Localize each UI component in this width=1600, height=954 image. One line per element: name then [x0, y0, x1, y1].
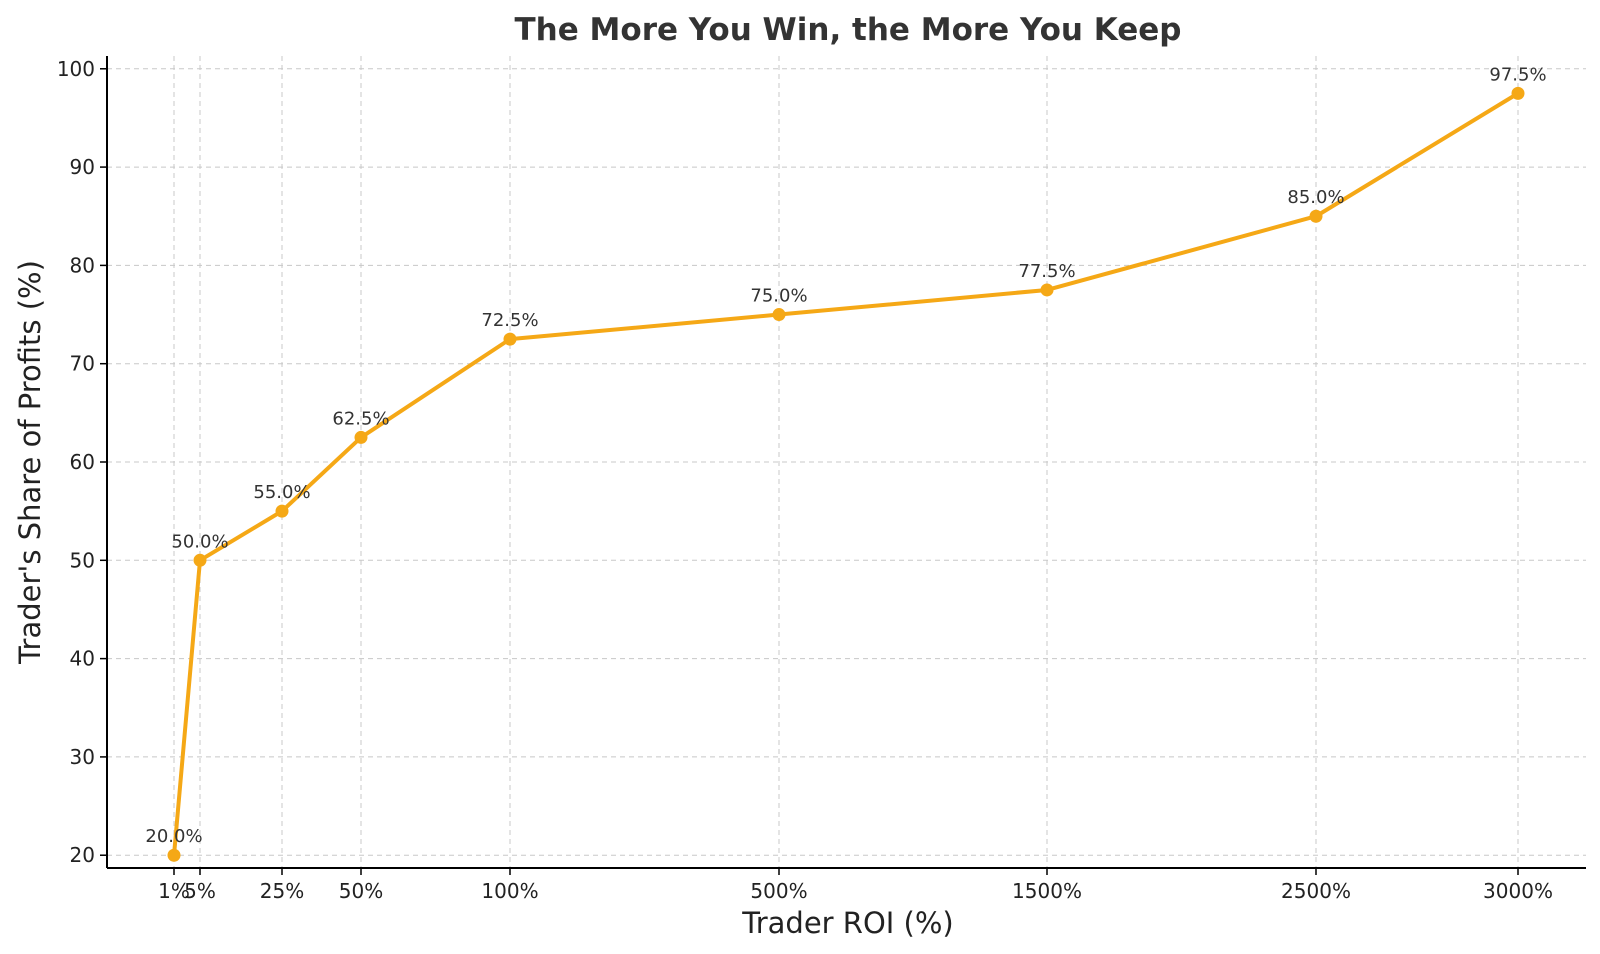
data-point [1511, 86, 1525, 100]
x-tick-label: 50% [339, 879, 383, 903]
data-point [275, 504, 289, 518]
data-label: 62.5% [332, 408, 389, 429]
data-point [354, 430, 368, 444]
x-tick-label: 25% [260, 879, 304, 903]
data-label: 72.5% [481, 310, 538, 331]
x-tick-label: 3000% [1483, 879, 1553, 903]
x-tick-label: 2500% [1281, 879, 1351, 903]
data-point [772, 308, 786, 322]
x-tick-label: 500% [750, 879, 807, 903]
data-point [1040, 283, 1054, 297]
y-tick-label: 30 [70, 745, 95, 769]
data-point [193, 553, 207, 567]
y-tick-label: 90 [70, 155, 95, 179]
y-tick-label: 100 [57, 57, 95, 81]
y-axis-title: Trader's Share of Profits (%) [13, 260, 47, 665]
ticks: 20 30 40 50 60 70 80 90 100 1%5% 25% 50% 100% 500% 150… [57, 57, 1553, 903]
data-point [167, 848, 181, 862]
x-tick-label: 1500% [1012, 879, 1082, 903]
series-group [167, 86, 1525, 862]
x-tick-label: 100% [481, 879, 538, 903]
y-tick-label: 80 [70, 253, 95, 277]
chart-title: The More You Win, the More You Keep [515, 12, 1182, 48]
y-tick-label: 70 [70, 352, 95, 376]
x-axis-title: Trader ROI (%) [741, 906, 953, 940]
y-tick-label: 60 [70, 450, 95, 474]
data-label: 50.0% [171, 531, 228, 552]
x-tick-label: 1% [158, 879, 190, 903]
y-tick-label: 20 [70, 843, 95, 867]
x-tick-label: 5% [184, 879, 216, 903]
y-tick-label: 50 [70, 548, 95, 572]
data-point [1309, 209, 1323, 223]
y-tick-label: 40 [70, 647, 95, 671]
data-label: 55.0% [253, 482, 310, 503]
data-label: 97.5% [1489, 64, 1546, 85]
data-label: 77.5% [1018, 261, 1075, 282]
data-label: 75.0% [750, 286, 807, 307]
grid-lines [107, 56, 1586, 868]
data-label: 85.0% [1287, 187, 1344, 208]
data-labels: 20.0% 50.0% 55.0% 62.5% 72.5% 75.0% 77.5% 85.0%… [145, 64, 1546, 847]
data-point [503, 332, 517, 346]
data-label: 20.0% [145, 826, 202, 847]
